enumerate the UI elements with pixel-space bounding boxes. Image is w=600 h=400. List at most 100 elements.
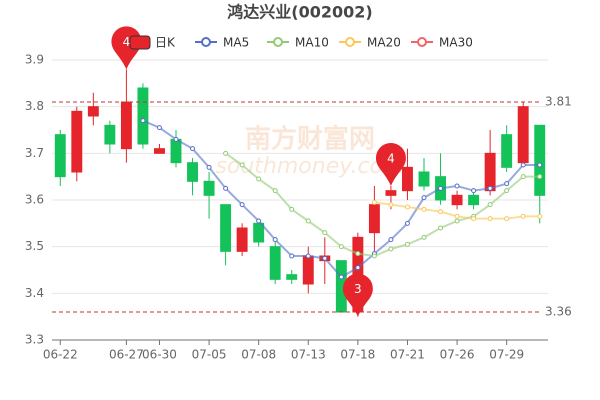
ma-line xyxy=(225,152,540,258)
pin-label: 4 xyxy=(387,152,395,166)
candle-body xyxy=(120,101,132,150)
ma-point xyxy=(371,253,377,259)
candle-body xyxy=(154,148,165,154)
legend-marker xyxy=(417,37,427,47)
ma-point xyxy=(404,241,410,247)
ma-point xyxy=(438,209,444,215)
ma-point xyxy=(520,213,526,219)
mark-line-label: 3.81 xyxy=(545,95,572,109)
candle-body xyxy=(54,134,66,178)
candle-body xyxy=(534,124,546,196)
ma-point xyxy=(471,216,477,222)
ma-point xyxy=(438,225,444,231)
ma-point xyxy=(289,253,295,259)
watermark-sub: southmoney.com xyxy=(215,154,404,179)
candle-body xyxy=(418,171,430,187)
ma-point xyxy=(520,174,526,180)
ma-point xyxy=(173,136,179,142)
ma-point xyxy=(256,176,262,182)
ma-point xyxy=(140,118,146,124)
y-tick-label: 3.6 xyxy=(25,193,44,207)
mark-line-label: 3.36 xyxy=(545,305,572,319)
ma-point xyxy=(338,244,344,250)
ma-point xyxy=(487,202,493,208)
candle-body xyxy=(368,204,380,234)
ma-point xyxy=(239,162,245,168)
ma-point xyxy=(272,188,278,194)
candle-body xyxy=(517,106,529,164)
ma-point xyxy=(355,265,361,271)
pin xyxy=(375,143,406,186)
ma-point xyxy=(454,183,460,189)
ma-point xyxy=(438,185,444,191)
legend-label: MA5 xyxy=(223,36,249,50)
candle-body xyxy=(104,124,116,145)
ma-point xyxy=(388,202,394,208)
y-tick-label: 3.4 xyxy=(25,286,44,300)
ma-point xyxy=(289,206,295,212)
ma-point xyxy=(272,237,278,243)
ma-point xyxy=(223,150,229,156)
x-tick-label: 07-13 xyxy=(291,348,326,362)
x-tick-label: 07-29 xyxy=(489,348,524,362)
ma-point xyxy=(454,218,460,224)
legend-label: 日K xyxy=(155,36,176,50)
pin-label: 3 xyxy=(354,282,362,296)
ma-point xyxy=(421,195,427,201)
candle-body xyxy=(269,246,281,280)
candle-body xyxy=(87,106,99,117)
x-tick-label: 07-18 xyxy=(340,348,375,362)
ma-point xyxy=(404,220,410,226)
candle-body xyxy=(220,204,232,252)
y-tick-label: 3.9 xyxy=(25,53,44,67)
x-tick-label: 06-30 xyxy=(142,348,177,362)
candle-body xyxy=(468,194,480,206)
legend-label: MA30 xyxy=(439,36,473,50)
x-tick-label: 07-21 xyxy=(390,348,425,362)
ma-point xyxy=(156,125,162,131)
ma-point xyxy=(223,185,229,191)
ma-point xyxy=(206,164,212,170)
ma-point xyxy=(421,206,427,212)
x-tick-label: 07-08 xyxy=(241,348,276,362)
ma-point xyxy=(305,253,311,259)
ma-point xyxy=(520,162,526,168)
legend-label: MA10 xyxy=(295,36,329,50)
candle-body xyxy=(203,180,215,196)
candle-body xyxy=(187,162,198,182)
ma-point xyxy=(388,246,394,252)
ma-point xyxy=(239,202,245,208)
candle-body xyxy=(236,227,248,252)
watermark: 南方财富网 southmoney.com xyxy=(215,124,404,180)
legend-swatch xyxy=(129,35,151,50)
ma-point xyxy=(322,230,328,236)
candle-body xyxy=(484,152,496,192)
ma-point xyxy=(487,216,493,222)
ma-point xyxy=(322,255,328,261)
x-tick-label: 06-22 xyxy=(43,348,78,362)
ma-point xyxy=(256,218,262,224)
legend-marker xyxy=(201,37,211,47)
ma-point xyxy=(504,216,510,222)
ma-point xyxy=(371,199,377,205)
candle-body xyxy=(170,138,182,164)
ma-point xyxy=(537,213,543,219)
ma-point xyxy=(305,218,311,224)
x-tick-label: 07-05 xyxy=(192,348,227,362)
pin-label: 4 xyxy=(123,35,131,49)
candle-body xyxy=(402,166,413,192)
pin xyxy=(342,273,373,317)
ma-point xyxy=(537,162,543,168)
chart-title: 鸿达兴业(002002) xyxy=(227,3,372,22)
ma-point xyxy=(404,204,410,210)
candle-body xyxy=(71,110,83,173)
candle-body xyxy=(451,194,463,206)
x-tick-label: 07-26 xyxy=(440,348,475,362)
y-tick-label: 3.8 xyxy=(25,99,44,113)
ma-point xyxy=(471,188,477,194)
ma-point xyxy=(388,237,394,243)
ma-point xyxy=(190,146,196,152)
y-tick-label: 3.7 xyxy=(25,146,44,160)
ma-point xyxy=(504,188,510,194)
